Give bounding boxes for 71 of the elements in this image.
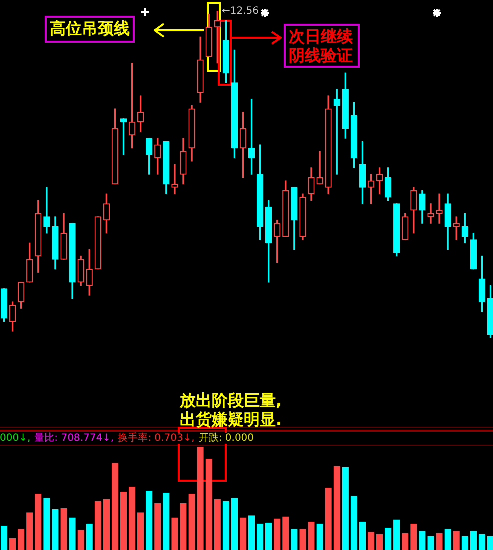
text: 量比: 708.774↓, <box>34 433 114 444</box>
bar <box>350 496 358 550</box>
annotation: 高位吊颈线 <box>45 16 135 43</box>
bar <box>410 524 418 550</box>
bar <box>188 494 196 550</box>
bar <box>35 494 42 550</box>
bar <box>274 518 281 550</box>
bar <box>316 524 324 550</box>
bar <box>231 498 238 550</box>
bar <box>342 467 349 550</box>
bar <box>52 510 59 550</box>
candlestick <box>436 194 443 224</box>
bar <box>462 536 468 550</box>
bar <box>384 528 392 550</box>
bar <box>402 533 409 550</box>
bar <box>222 501 230 550</box>
bar <box>291 529 298 550</box>
bar <box>120 492 128 550</box>
bar <box>18 529 25 550</box>
annotation: ←12.56 <box>222 6 260 17</box>
annotation: 次日继续阴线验证 <box>284 24 360 68</box>
bar <box>359 522 366 550</box>
bar <box>470 531 477 550</box>
candlestick <box>44 187 50 234</box>
bar <box>103 499 110 550</box>
text: 换手率: 0.703↓, <box>118 433 195 444</box>
bar <box>266 522 272 550</box>
bar <box>428 536 434 550</box>
bar <box>334 466 340 550</box>
bar <box>112 463 119 550</box>
bar <box>9 538 16 550</box>
bar <box>94 501 102 550</box>
candlestick <box>172 164 178 194</box>
bar <box>376 534 384 550</box>
bar <box>368 532 375 550</box>
bar <box>44 498 50 550</box>
bar <box>60 508 68 550</box>
bar <box>300 529 306 550</box>
text: 000↓, <box>0 433 31 444</box>
bar <box>419 531 426 550</box>
bar <box>240 518 247 550</box>
bar <box>172 518 178 550</box>
bar <box>325 488 332 550</box>
bar <box>0 526 8 550</box>
bar <box>180 503 187 550</box>
text: 开跌: 0.000 <box>198 433 254 444</box>
candlestick <box>316 151 324 185</box>
bar <box>444 529 452 550</box>
candlestick <box>428 204 434 224</box>
bar <box>308 522 315 550</box>
bar <box>214 499 221 550</box>
bar <box>26 512 34 550</box>
bar <box>394 520 400 550</box>
bar <box>154 503 162 550</box>
bar <box>248 516 256 550</box>
bar <box>69 518 76 550</box>
bar <box>163 493 170 550</box>
bar <box>256 524 264 550</box>
bar <box>282 516 290 550</box>
bar <box>128 486 136 550</box>
bar <box>146 490 153 550</box>
bar <box>78 530 84 550</box>
bar <box>487 536 493 550</box>
bar <box>436 533 443 550</box>
bar <box>453 531 460 550</box>
bar <box>86 524 93 550</box>
bar <box>137 512 144 550</box>
text: 放出阶段巨量,出货嫌疑明显. <box>180 391 284 429</box>
bar <box>197 447 204 550</box>
bar <box>478 534 486 550</box>
bar <box>206 459 212 550</box>
